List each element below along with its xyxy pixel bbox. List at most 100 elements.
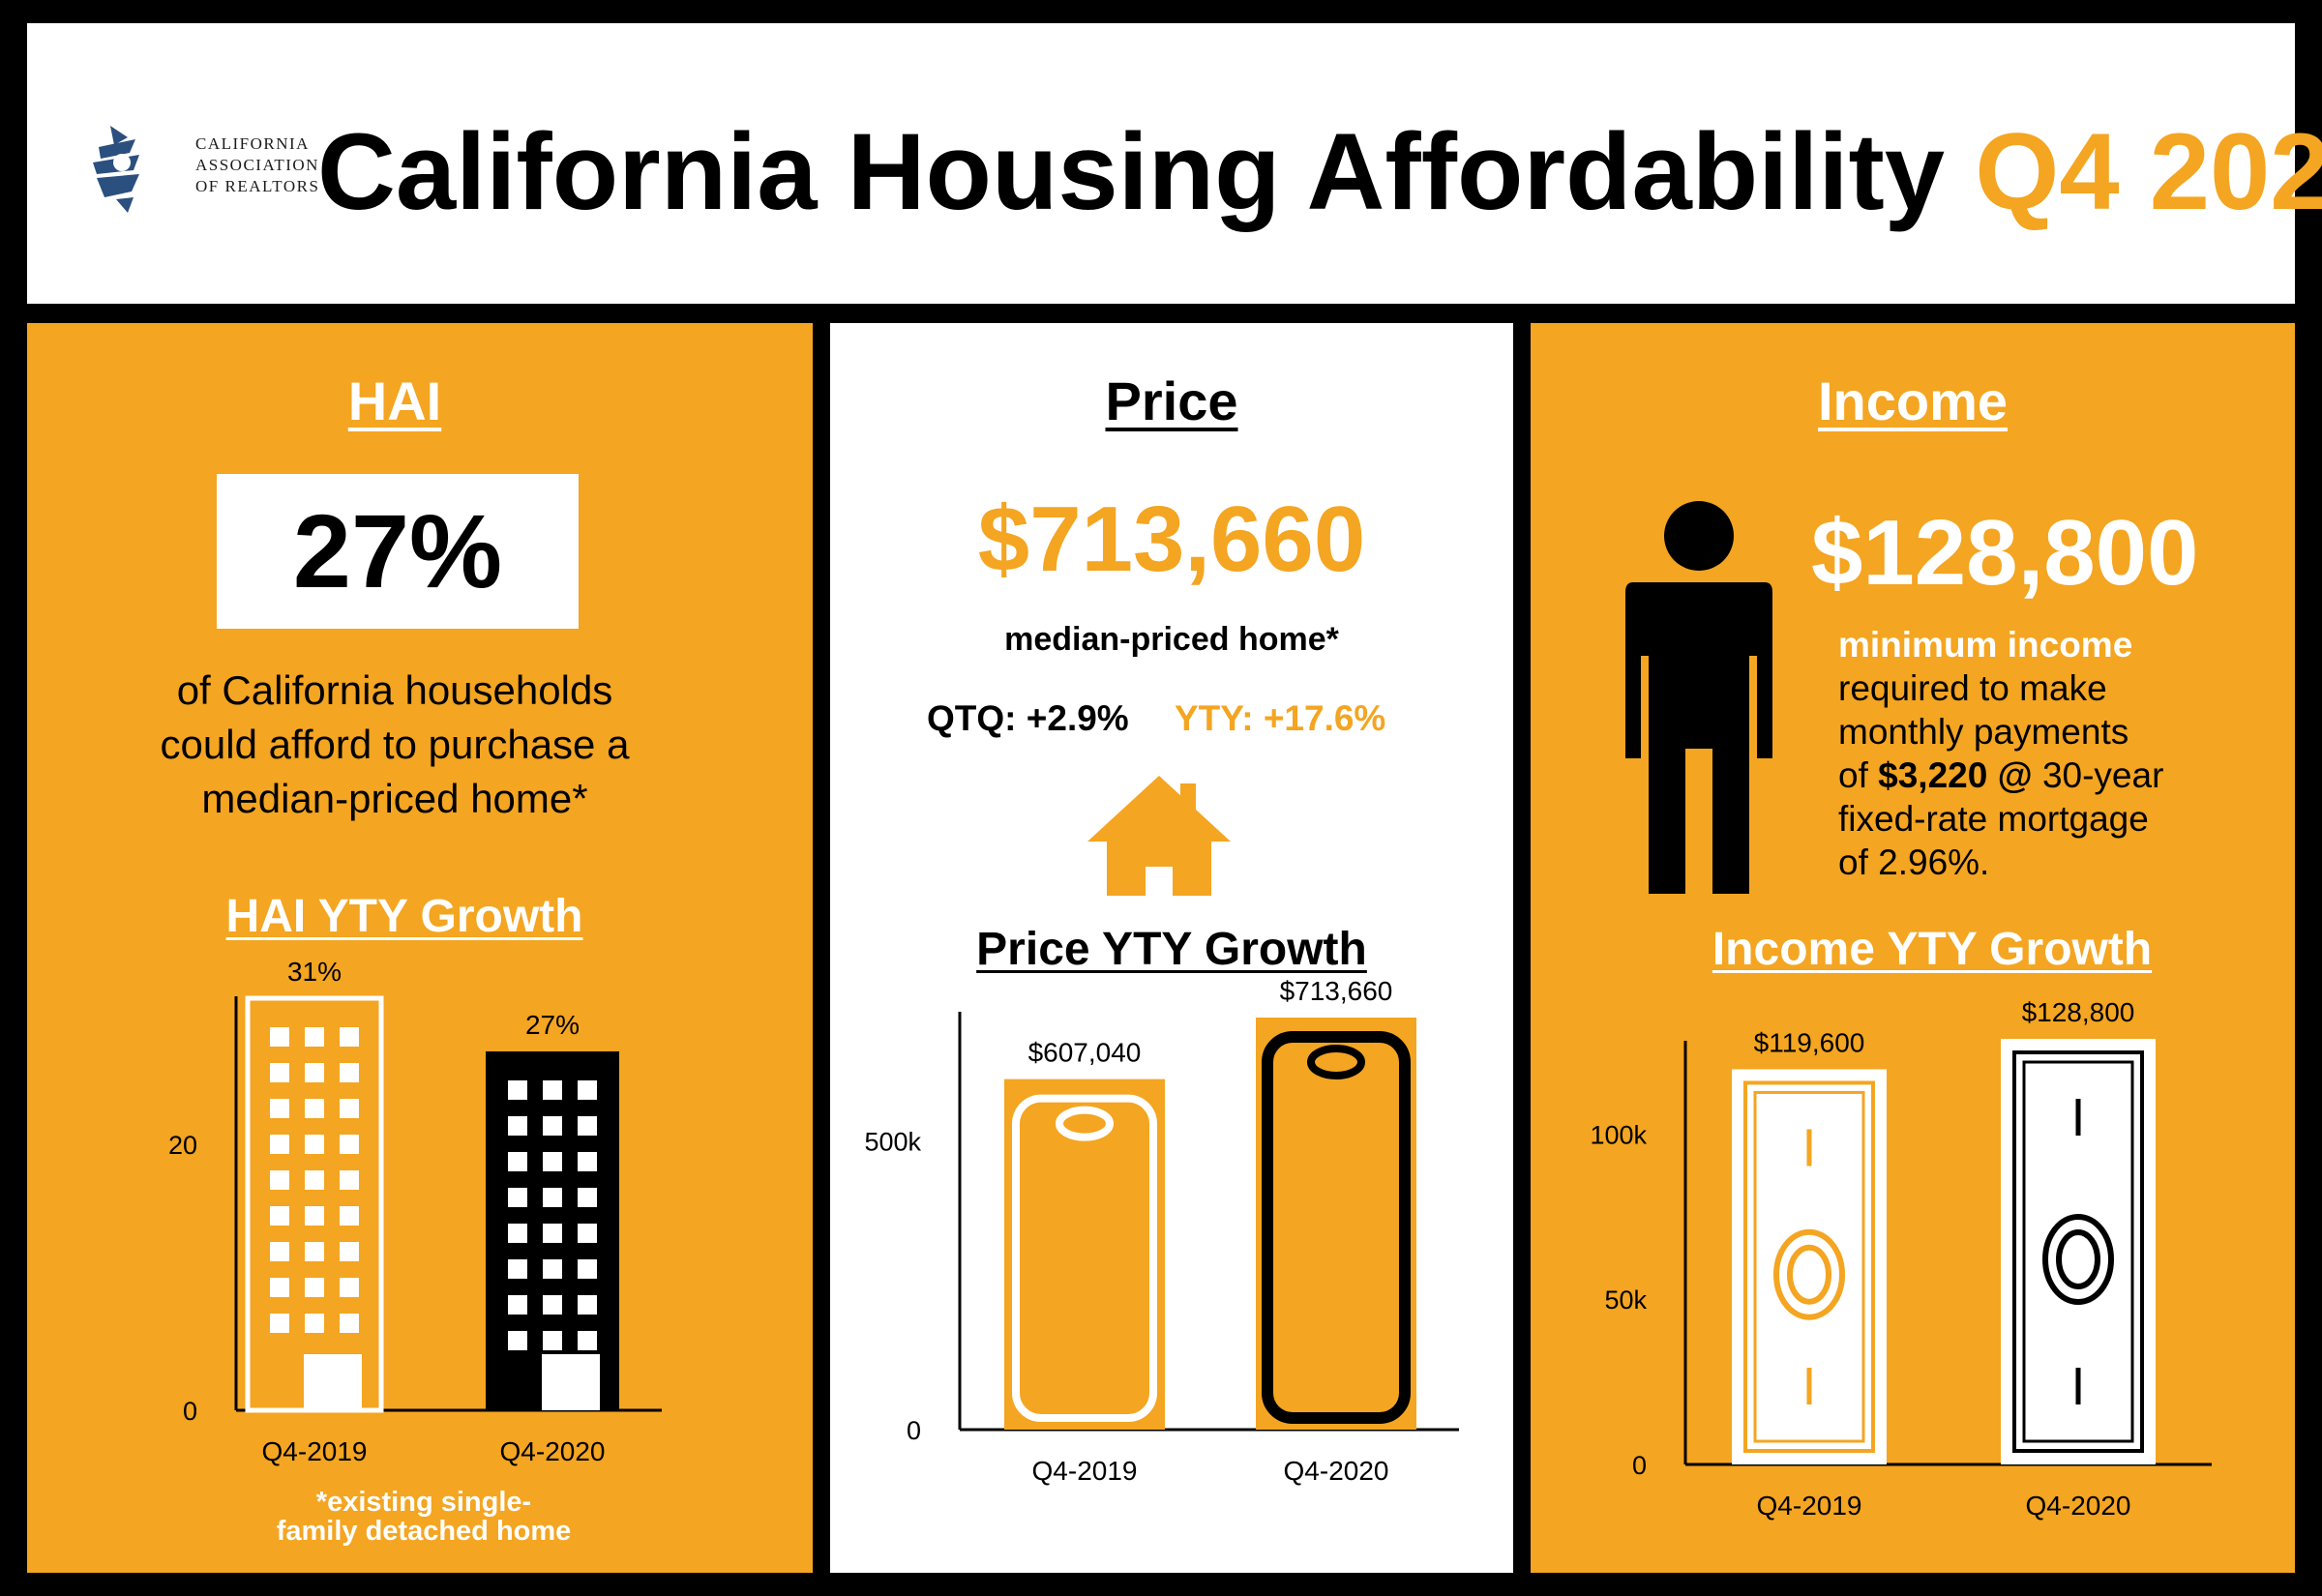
window: [305, 1278, 324, 1297]
window: [305, 1206, 324, 1226]
price-chart-heading: Price YTY Growth: [976, 924, 1367, 975]
bar-q4-2019: [1004, 1079, 1165, 1430]
page-title: California Housing Affordability Q4 2020: [317, 118, 2322, 226]
y-tick-label: 0: [1632, 1451, 1647, 1480]
hai-value: 27%: [292, 492, 503, 609]
desc-line: could afford to purchase a: [160, 722, 630, 767]
window: [508, 1258, 527, 1279]
desc-line: fixed-rate mortgage: [1838, 799, 2149, 839]
building-body: [248, 998, 381, 1410]
window: [340, 1206, 359, 1226]
desc-line: of 2.96%.: [1838, 842, 1990, 882]
window: [508, 1294, 527, 1315]
window: [508, 1079, 527, 1100]
income-chart: 0 50k 100k $119,600 Q4-2019 $128,800 Q4-2020: [1590, 997, 2212, 1521]
bill-border: [2012, 1050, 2144, 1453]
window: [305, 1099, 324, 1118]
y-tick-label: 0: [907, 1416, 921, 1445]
income-value: $128,800: [1811, 501, 2199, 605]
y-tick-label: 100k: [1590, 1120, 1647, 1149]
bar-fill: [1256, 1018, 1416, 1430]
window: [340, 1027, 359, 1047]
x-tick-label: Q4-2020: [2026, 1491, 2131, 1521]
window: [305, 1170, 324, 1190]
building-outline: [245, 995, 384, 1413]
logo-line: CALIFORNIA: [195, 134, 310, 153]
desc-line: median-priced home*: [201, 776, 588, 821]
window: [508, 1187, 527, 1207]
desc-line: minimum income: [1838, 625, 2133, 665]
footnote-line: family detached home: [276, 1516, 572, 1547]
window: [508, 1151, 527, 1171]
bill-inner-border: [1753, 1090, 1865, 1443]
window: [305, 1063, 324, 1082]
y-tick-label: 500k: [864, 1128, 921, 1157]
income-chart-heading: Income YTY Growth: [1712, 924, 2153, 975]
hai-value-box: 27%: [217, 474, 579, 629]
window: [543, 1294, 562, 1315]
car-logo: CALIFORNIA ASSOCIATION OF REALTORS: [72, 120, 323, 226]
door: [542, 1354, 600, 1410]
window: [305, 1027, 324, 1047]
window: [305, 1135, 324, 1154]
window: [578, 1223, 597, 1243]
window: [340, 1314, 359, 1333]
window: [270, 1314, 289, 1333]
bar-fill: [1004, 1079, 1165, 1430]
window: [305, 1242, 324, 1261]
window: [578, 1115, 597, 1136]
window: [543, 1079, 562, 1100]
bar-value-label: 31%: [287, 957, 342, 987]
desc-bold: $3,220 @: [1878, 755, 2033, 795]
x-tick-label: Q4-2019: [262, 1436, 368, 1466]
window: [543, 1330, 562, 1350]
hai-chart: 0 20 31% Q4-2019 27% Q4-2020: [168, 957, 662, 1466]
window: [270, 1063, 289, 1082]
bill-border: [1743, 1080, 1875, 1454]
window: [578, 1330, 597, 1350]
desc-line: monthly payments: [1838, 712, 2129, 752]
bar-value-label: $119,600: [1754, 1027, 1865, 1057]
price-panel: Price $713,660 median-priced home* QTQ: …: [830, 323, 1513, 1573]
window: [508, 1223, 527, 1243]
window: [270, 1027, 289, 1047]
price-heading: Price: [1105, 370, 1238, 431]
window: [543, 1187, 562, 1207]
y-tick-label: 0: [183, 1397, 197, 1426]
bill-seal: [2042, 1214, 2114, 1305]
desc-text: 30-year: [2032, 755, 2164, 795]
window: [340, 1170, 359, 1190]
window: [543, 1223, 562, 1243]
window: [270, 1135, 289, 1154]
window: [543, 1151, 562, 1171]
window: [305, 1314, 324, 1333]
car-emblem-icon: [93, 126, 139, 213]
logo-line: ASSOCIATION: [195, 156, 319, 174]
bar-q4-2020: [1256, 1018, 1416, 1430]
logo-line: OF REALTORS: [195, 177, 320, 195]
house-icon: [1087, 776, 1231, 896]
window: [578, 1294, 597, 1315]
desc-line: of $3,220 @ 30-year: [1838, 754, 2163, 797]
price-yty: YTY: +17.6%: [1175, 698, 1386, 738]
window: [340, 1063, 359, 1082]
income-panel: Income $128,800 minimum income required …: [1531, 323, 2295, 1573]
income-description: minimum income required to make monthly …: [1838, 623, 2163, 884]
price-tag-hole: [1056, 1106, 1114, 1141]
window: [340, 1135, 359, 1154]
bar-q4-2020: [2001, 1039, 2156, 1464]
bill-seal-inner: [1787, 1244, 1831, 1305]
window: [340, 1278, 359, 1297]
bar-q4-2019: [1732, 1069, 1887, 1464]
bar-q4-2019: [245, 995, 384, 1413]
window: [578, 1151, 597, 1171]
price-qtq: QTQ: +2.9%: [927, 698, 1129, 738]
window: [578, 1187, 597, 1207]
person-icon: [1625, 501, 1772, 894]
hai-panel: HAI 27% of California households could a…: [27, 323, 813, 1573]
window: [270, 1206, 289, 1226]
bill-seal: [1773, 1228, 1845, 1320]
price-tag-outline: [1262, 1031, 1411, 1424]
x-tick-label: Q4-2019: [1032, 1456, 1138, 1486]
bar-value-label: $713,660: [1280, 976, 1393, 1006]
